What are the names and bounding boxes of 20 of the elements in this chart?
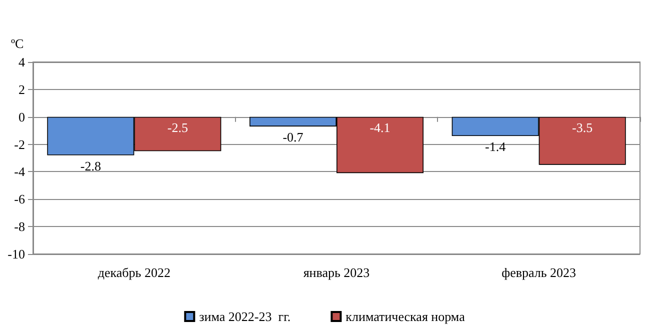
y-tick-label: -4 <box>14 164 26 180</box>
y-tick-label: -2 <box>14 136 25 152</box>
y-tick-label: -8 <box>14 219 25 234</box>
y-tick-label: 2 <box>18 82 25 97</box>
data-label: -3.5 <box>572 120 593 135</box>
x-tick-label: декабрь 2022 <box>98 265 170 280</box>
data-label: -4.1 <box>370 120 390 135</box>
y-tick-label: -10 <box>8 246 25 262</box>
x-tick-label: февраль 2023 <box>502 265 576 280</box>
y-tick-label: 0 <box>18 109 25 124</box>
data-label: -2.5 <box>167 120 188 135</box>
data-label: -2.8 <box>80 158 101 174</box>
legend-label: зима 2022-23 гг. <box>199 309 291 324</box>
y-tick-label: 4 <box>18 54 26 70</box>
y-tick-label: -6 <box>14 192 26 207</box>
x-tick-label: январь 2023 <box>303 265 370 280</box>
data-label: -0.7 <box>282 129 304 144</box>
y-axis-title: ºC <box>11 36 24 51</box>
legend-label: климатическая норма <box>346 309 466 324</box>
data-label: -1.4 <box>485 139 506 154</box>
